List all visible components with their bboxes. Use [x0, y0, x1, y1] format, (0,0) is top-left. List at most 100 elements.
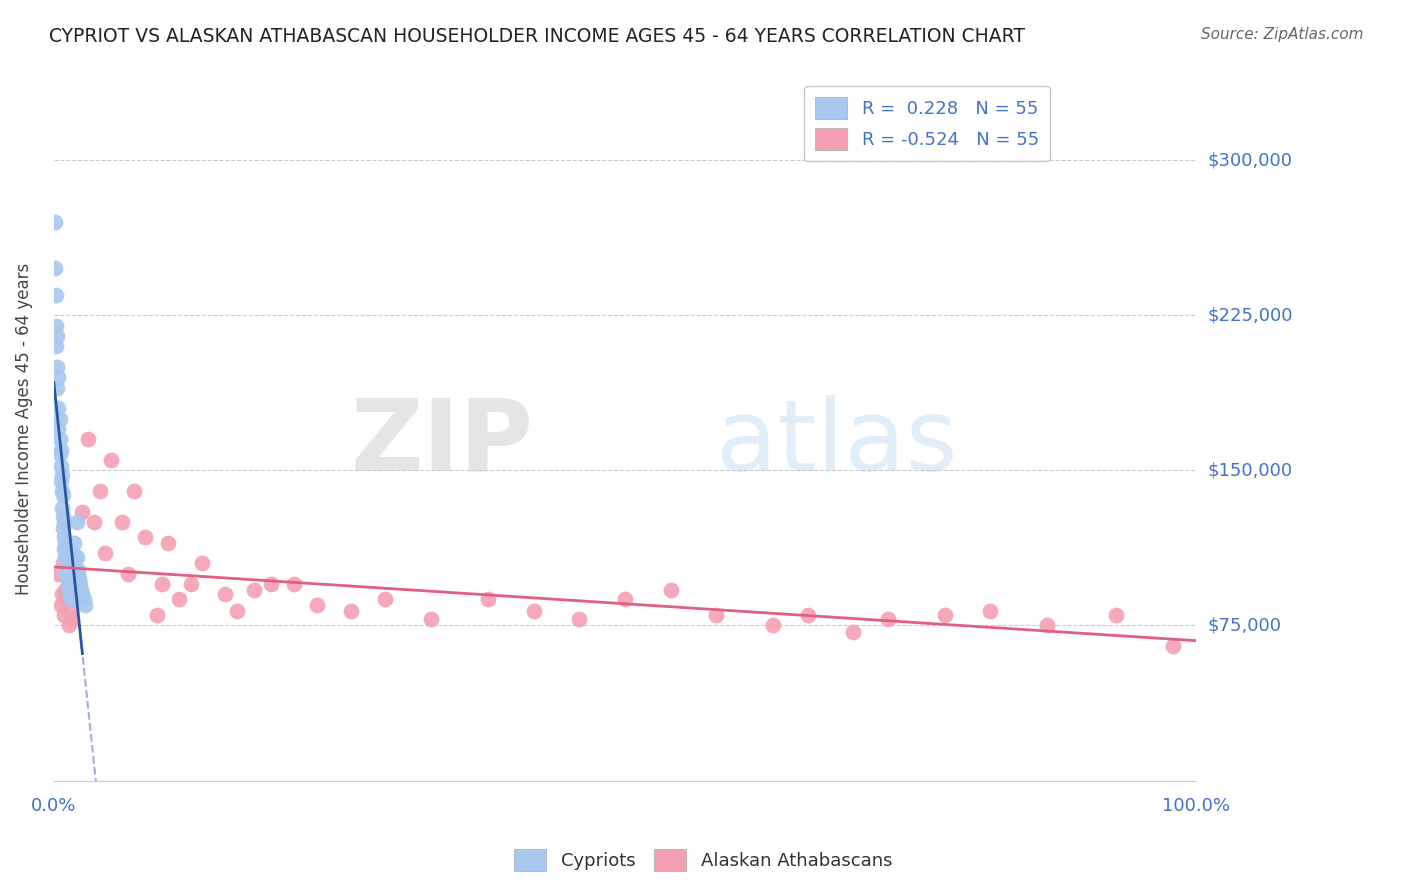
Point — [66, 515, 89, 529]
Point — [44, 260, 66, 275]
Point — [659, 583, 682, 598]
Point — [1105, 608, 1128, 623]
Point — [49, 474, 72, 488]
Point — [339, 604, 361, 618]
Point — [83, 515, 105, 529]
Point — [94, 546, 117, 560]
Text: CYPRIOT VS ALASKAN ATHABASCAN HOUSEHOLDER INCOME AGES 45 - 64 YEARS CORRELATION : CYPRIOT VS ALASKAN ATHABASCAN HOUSEHOLDE… — [49, 27, 1025, 45]
Point — [419, 612, 441, 626]
Point — [63, 577, 86, 591]
Point — [568, 612, 591, 626]
Point — [180, 577, 202, 591]
Point — [48, 422, 70, 436]
Point — [46, 329, 69, 343]
Point — [77, 433, 100, 447]
Point — [66, 550, 89, 565]
Point — [48, 433, 70, 447]
Point — [55, 591, 77, 606]
Point — [55, 566, 77, 581]
Point — [1036, 618, 1059, 632]
Point — [62, 571, 84, 585]
Point — [876, 612, 898, 626]
Point — [65, 577, 87, 591]
Point — [59, 579, 82, 593]
Point — [52, 508, 75, 523]
Point — [72, 587, 94, 601]
Point — [67, 591, 90, 606]
Point — [842, 624, 865, 639]
Point — [58, 569, 80, 583]
Point — [45, 339, 67, 353]
Point — [55, 550, 77, 565]
Point — [117, 566, 139, 581]
Point — [169, 591, 191, 606]
Point — [52, 557, 75, 571]
Point — [52, 488, 75, 502]
Point — [59, 591, 82, 606]
Text: atlas: atlas — [716, 394, 957, 491]
Point — [305, 598, 328, 612]
Point — [46, 381, 69, 395]
Point — [214, 587, 236, 601]
Point — [44, 215, 66, 229]
Point — [51, 587, 73, 601]
Point — [48, 566, 70, 581]
Point — [522, 604, 544, 618]
Text: $225,000: $225,000 — [1208, 306, 1292, 325]
Point — [53, 563, 76, 577]
Text: $150,000: $150,000 — [1208, 461, 1292, 479]
Point — [56, 577, 79, 591]
Point — [69, 577, 91, 591]
Point — [145, 608, 167, 623]
Point — [111, 515, 134, 529]
Point — [53, 535, 76, 549]
Point — [157, 535, 180, 549]
Point — [59, 587, 82, 601]
Point — [53, 550, 76, 565]
Point — [150, 577, 173, 591]
Point — [72, 591, 94, 606]
Point — [762, 618, 785, 632]
Point — [48, 401, 70, 416]
Point — [59, 575, 82, 590]
Point — [89, 484, 111, 499]
Point — [53, 530, 76, 544]
Point — [122, 484, 145, 499]
Point — [53, 583, 76, 598]
Point — [56, 573, 79, 587]
Point — [67, 571, 90, 585]
Point — [46, 359, 69, 374]
Point — [51, 484, 73, 499]
Point — [52, 521, 75, 535]
Text: $300,000: $300,000 — [1208, 151, 1292, 169]
Point — [49, 442, 72, 457]
Point — [134, 530, 156, 544]
Point — [72, 505, 94, 519]
Point — [49, 459, 72, 474]
Point — [66, 566, 89, 581]
Point — [979, 604, 1001, 618]
Point — [56, 581, 79, 595]
Point — [48, 447, 70, 461]
Point — [242, 583, 264, 598]
Point — [63, 535, 86, 549]
Text: ZIP: ZIP — [350, 394, 533, 491]
Point — [374, 591, 396, 606]
Point — [1161, 639, 1184, 653]
Point — [51, 467, 73, 482]
Point — [53, 608, 76, 623]
Point — [477, 591, 499, 606]
Point — [260, 577, 283, 591]
Point — [49, 598, 72, 612]
Point — [704, 608, 727, 623]
Point — [60, 612, 83, 626]
Point — [48, 411, 70, 425]
Point — [100, 453, 122, 467]
Point — [48, 370, 70, 384]
Point — [56, 557, 79, 571]
Point — [51, 500, 73, 515]
Point — [58, 618, 80, 632]
Y-axis label: Householder Income Ages 45 - 64 years: Householder Income Ages 45 - 64 years — [15, 263, 32, 595]
Point — [225, 604, 247, 618]
Legend: R =  0.228   N = 55, R = -0.524   N = 55: R = 0.228 N = 55, R = -0.524 N = 55 — [804, 87, 1050, 161]
